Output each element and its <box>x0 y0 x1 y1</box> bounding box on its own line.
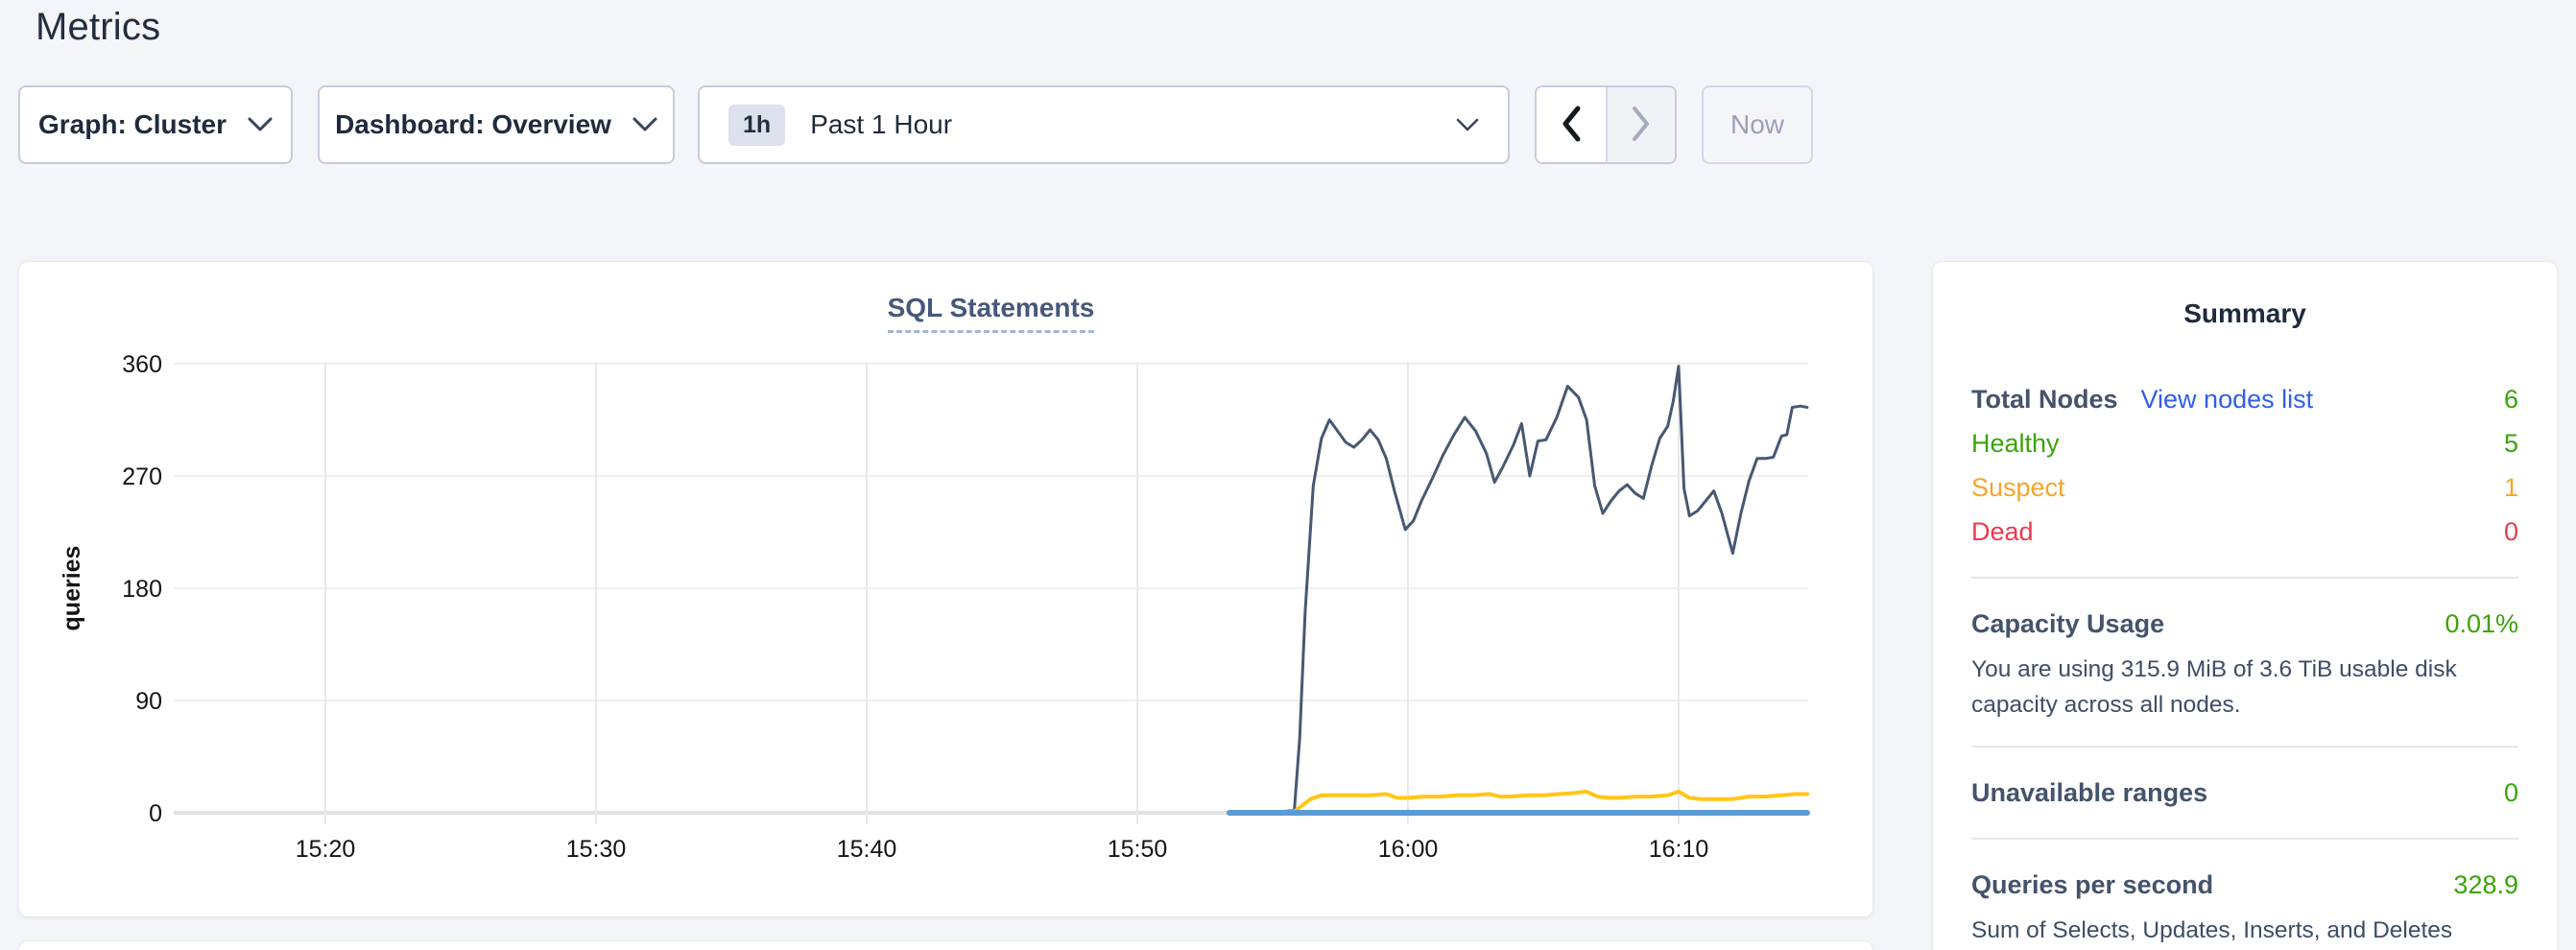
capacity-section: Capacity Usage 0.01% You are using 315.9… <box>1971 602 2518 723</box>
time-window-label: Past 1 Hour <box>810 109 953 139</box>
capacity-row: Capacity Usage 0.01% <box>1971 602 2518 646</box>
suspect-label: Suspect <box>1971 472 2065 502</box>
chart-title-wrap: SQL Statements <box>174 293 1808 333</box>
chevron-right-icon <box>1631 105 1652 146</box>
svg-text:0: 0 <box>149 800 162 827</box>
svg-text:16:00: 16:00 <box>1378 836 1439 863</box>
total-nodes-value: 6 <box>2503 384 2518 414</box>
divider <box>1971 577 2518 579</box>
capacity-label: Capacity Usage <box>1971 608 2165 638</box>
capacity-description: You are using 315.9 MiB of 3.6 TiB usabl… <box>1971 656 2457 718</box>
dashboard-dropdown[interactable]: Dashboard: Overview <box>318 85 675 164</box>
dead-label: Dead <box>1971 516 2034 546</box>
time-window-dropdown[interactable]: 1h Past 1 Hour <box>698 85 1510 164</box>
chevron-left-icon <box>1561 105 1582 146</box>
graph-dropdown[interactable]: Graph: Cluster <box>18 85 293 164</box>
next-chart-card <box>18 940 1873 950</box>
view-nodes-list-link[interactable]: View nodes list <box>2140 384 2314 414</box>
chevron-down-icon <box>248 117 273 132</box>
qps-section: Queries per second 328.9 Sum of Selects,… <box>1971 863 2518 950</box>
divider <box>1971 746 2518 748</box>
page-title: Metrics <box>36 6 161 48</box>
time-window-badge: 1h <box>728 104 786 146</box>
chevron-down-icon <box>632 117 657 132</box>
sql-statements-card: SQL Statements 0 90 180 270 360 15:20 15:30 15:… <box>18 261 1873 917</box>
nodes-section: Total Nodes View nodes list 6 Healthy 5 … <box>1971 377 2518 554</box>
next-time-button[interactable] <box>1606 87 1675 162</box>
svg-text:15:30: 15:30 <box>566 836 627 863</box>
unavailable-ranges-row: Unavailable ranges 0 <box>1971 771 2518 815</box>
qps-value: 328.9 <box>2453 869 2518 899</box>
svg-text:15:40: 15:40 <box>837 836 897 863</box>
total-nodes-row: Total Nodes View nodes list 6 <box>1971 377 2518 421</box>
svg-text:180: 180 <box>122 576 162 603</box>
qps-description: Sum of Selects, Updates, Inserts, and De… <box>1971 917 2453 943</box>
svg-text:15:50: 15:50 <box>1108 836 1168 863</box>
healthy-nodes-row: Healthy 5 <box>1971 421 2518 465</box>
now-button[interactable]: Now <box>1702 85 1813 164</box>
time-pager <box>1535 85 1677 164</box>
healthy-label: Healthy <box>1971 428 2060 458</box>
capacity-value: 0.01% <box>2445 608 2518 638</box>
svg-text:15:20: 15:20 <box>296 836 356 863</box>
svg-text:90: 90 <box>135 688 162 715</box>
unavailable-ranges-value: 0 <box>2503 777 2518 807</box>
svg-text:16:10: 16:10 <box>1649 836 1709 863</box>
toolbar: Graph: Cluster Dashboard: Overview 1h Pa… <box>0 85 2576 164</box>
dashboard-dropdown-label: Dashboard: Overview <box>335 109 611 139</box>
qps-row: Queries per second 328.9 <box>1971 863 2518 907</box>
summary-panel: Summary Total Nodes View nodes list 6 He… <box>1932 261 2558 950</box>
total-nodes-label: Total Nodes <box>1971 384 2118 414</box>
svg-text:queries: queries <box>59 546 85 631</box>
svg-text:360: 360 <box>122 351 162 378</box>
chart-title[interactable]: SQL Statements <box>887 293 1095 333</box>
dead-nodes-row: Dead 0 <box>1971 510 2518 554</box>
yellow-line <box>1227 789 1809 815</box>
summary-title: Summary <box>2183 298 2306 328</box>
dead-value: 0 <box>2503 516 2518 546</box>
suspect-value: 1 <box>2503 472 2518 502</box>
prev-time-button[interactable] <box>1537 87 1606 162</box>
sql-statements-chart[interactable]: 0 90 180 270 360 15:20 15:30 15:40 15:50 16:00 16:… <box>19 262 1874 918</box>
qps-label: Queries per second <box>1971 869 2214 899</box>
dark-blue-line <box>1228 365 1809 815</box>
svg-text:270: 270 <box>122 463 162 490</box>
healthy-value: 5 <box>2503 428 2518 458</box>
suspect-nodes-row: Suspect 1 <box>1971 465 2518 510</box>
unavailable-ranges-label: Unavailable ranges <box>1971 777 2208 807</box>
chevron-down-icon <box>1456 118 1479 132</box>
graph-dropdown-label: Graph: Cluster <box>37 109 227 139</box>
divider <box>1971 838 2518 840</box>
